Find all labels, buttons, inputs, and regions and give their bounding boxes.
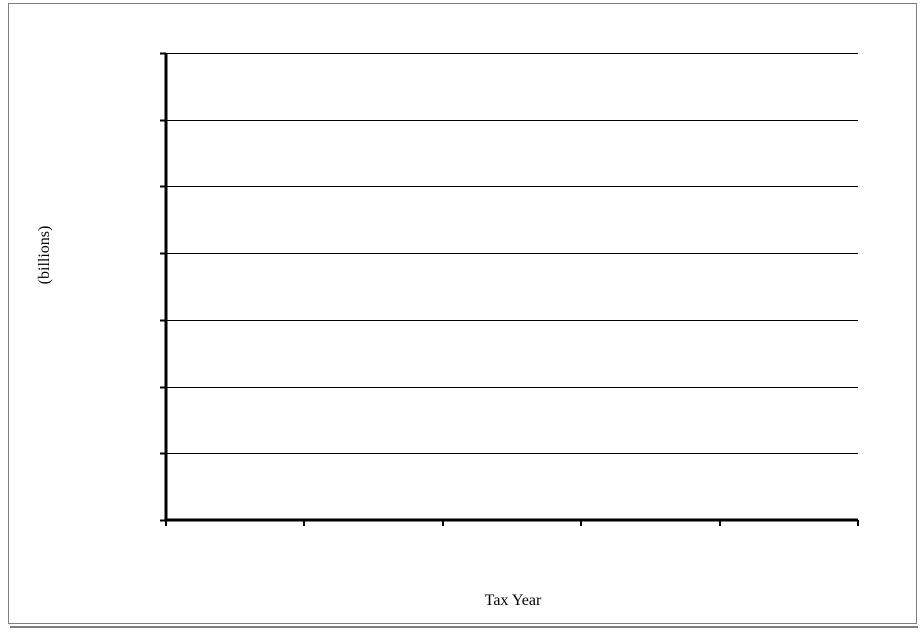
x-axis-title: Tax Year	[485, 592, 542, 609]
axes	[164, 53, 858, 522]
ticks	[160, 52, 859, 526]
chart-frame-shadow	[10, 626, 918, 628]
gridlines	[166, 53, 858, 454]
y-axis-title: (billions)	[36, 226, 53, 285]
